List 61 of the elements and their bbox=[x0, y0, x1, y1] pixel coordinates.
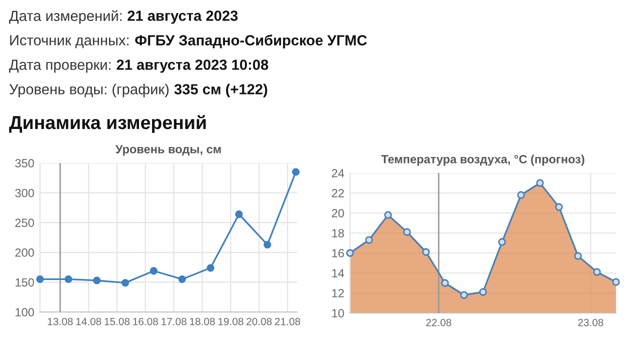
point bbox=[574, 252, 582, 260]
x-tick-label: 13.08 bbox=[48, 318, 73, 326]
point bbox=[479, 288, 487, 296]
point bbox=[593, 268, 601, 276]
text: Дата проверки: bbox=[9, 60, 111, 73]
text: Дата измерений: bbox=[9, 10, 122, 24]
y-tick-label: 10 bbox=[332, 309, 344, 318]
point bbox=[517, 191, 525, 199]
text: 335 см (+122) bbox=[174, 84, 268, 98]
x-tick-label: 20.08 bbox=[246, 318, 272, 326]
point bbox=[460, 291, 468, 299]
point bbox=[555, 203, 563, 211]
point bbox=[93, 276, 101, 284]
y-tick-label: 150 bbox=[16, 278, 34, 287]
y-tick-label: 14 bbox=[332, 269, 344, 278]
x-tick-label: 18.08 bbox=[190, 318, 215, 326]
point bbox=[36, 275, 44, 284]
point bbox=[64, 275, 72, 284]
text: Источник данных: bbox=[10, 35, 129, 48]
point bbox=[384, 211, 392, 219]
point bbox=[365, 236, 373, 244]
x-tick-label: 23.08 bbox=[578, 318, 604, 326]
point bbox=[292, 168, 300, 176]
point bbox=[235, 210, 243, 218]
y-tick-label: 16 bbox=[332, 249, 344, 258]
chart-title: Уровень воды, см bbox=[115, 145, 221, 156]
point bbox=[536, 179, 544, 187]
x-tick-label: 22.08 bbox=[426, 318, 452, 326]
point bbox=[498, 238, 506, 246]
y-tick-label: 24 bbox=[332, 169, 344, 178]
y-tick-label: 20 bbox=[332, 209, 344, 218]
point bbox=[441, 279, 449, 287]
y-tick-label: 18 bbox=[332, 229, 344, 238]
chart-title: Температура воздуха, °C (прогноз) bbox=[381, 154, 584, 166]
point bbox=[206, 264, 214, 272]
x-tick-label: 21.08 bbox=[275, 318, 300, 326]
x-tick-label: 19.08 bbox=[218, 318, 244, 326]
x-tick-label: 16.08 bbox=[133, 318, 158, 326]
point bbox=[346, 249, 354, 257]
text: ФГБУ Западно-Сибирское УГМС bbox=[135, 34, 367, 48]
text: Динамика измерений bbox=[9, 115, 206, 133]
point bbox=[422, 248, 430, 256]
x-tick-label: 14.08 bbox=[76, 318, 102, 326]
text: 21 августа 2023 10:08 bbox=[116, 60, 268, 73]
text: Уровень воды: (график) bbox=[9, 84, 169, 98]
y-tick-label: 100 bbox=[16, 308, 34, 316]
point bbox=[150, 267, 158, 275]
x-tick-label: 15.08 bbox=[104, 318, 130, 326]
y-tick-label: 22 bbox=[332, 189, 344, 198]
y-tick-label: 300 bbox=[15, 188, 34, 198]
text: 21 августа 2023 bbox=[128, 10, 238, 24]
y-tick-label: 350 bbox=[15, 159, 34, 168]
y-tick-label: 12 bbox=[332, 289, 344, 298]
point bbox=[121, 278, 130, 287]
point bbox=[612, 278, 620, 286]
x-tick-label: 17.08 bbox=[162, 318, 186, 326]
point bbox=[403, 228, 411, 236]
y-tick-label: 250 bbox=[15, 218, 34, 227]
point bbox=[178, 275, 186, 284]
y-tick-label: 200 bbox=[15, 248, 34, 257]
point bbox=[264, 240, 272, 248]
